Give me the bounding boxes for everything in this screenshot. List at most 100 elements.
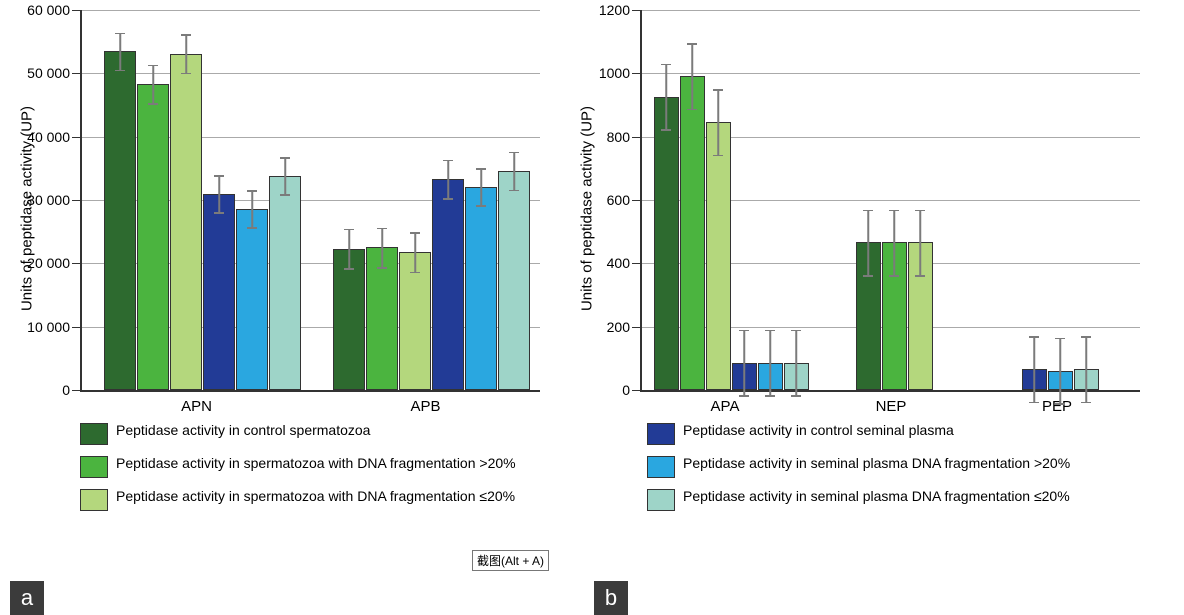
bar-plasma_gt20 bbox=[465, 187, 497, 390]
error-cap bbox=[915, 210, 925, 212]
y-tick-label: 1000 bbox=[599, 65, 630, 81]
y-tick bbox=[72, 10, 80, 11]
x-tick-label: PEP bbox=[1042, 398, 1072, 415]
bar-sperm_le20 bbox=[908, 242, 933, 390]
error-cap bbox=[863, 210, 873, 212]
legend-swatch bbox=[80, 489, 108, 511]
error-cap bbox=[247, 227, 257, 229]
legend: Peptidase activity in control spermatozo… bbox=[80, 422, 1174, 511]
bar-ctrl_sperm bbox=[104, 51, 136, 390]
error-cap bbox=[863, 275, 873, 277]
y-tick-label: 20 000 bbox=[27, 255, 70, 271]
legend-label: Peptidase activity in control spermatozo… bbox=[116, 422, 370, 440]
error-cap bbox=[889, 275, 899, 277]
plot-area-b: Units of peptidase activity (UP) 0200400… bbox=[640, 10, 1140, 392]
y-tick-label: 400 bbox=[607, 255, 630, 271]
legend-swatch bbox=[647, 456, 675, 478]
legend-item: Peptidase activity in spermatozoa with D… bbox=[80, 488, 607, 511]
error-bar bbox=[665, 64, 667, 131]
error-bar bbox=[284, 158, 286, 196]
legend-swatch bbox=[80, 423, 108, 445]
error-cap bbox=[1055, 403, 1065, 405]
error-bar bbox=[1085, 337, 1087, 404]
error-bar bbox=[447, 160, 449, 199]
y-tick bbox=[632, 200, 640, 201]
error-cap bbox=[476, 168, 486, 170]
error-cap bbox=[214, 175, 224, 177]
error-cap bbox=[148, 65, 158, 67]
bar-sperm_gt20 bbox=[366, 247, 398, 390]
error-bar bbox=[893, 210, 895, 277]
y-tick bbox=[72, 137, 80, 138]
bar-ctrl_plasma bbox=[732, 363, 757, 390]
y-tick-label: 0 bbox=[622, 382, 630, 398]
legend-swatch bbox=[647, 423, 675, 445]
y-tick-label: 50 000 bbox=[27, 65, 70, 81]
error-bar bbox=[795, 330, 797, 397]
bar-plasma_gt20 bbox=[1048, 371, 1073, 390]
legend-item: Peptidase activity in control seminal pl… bbox=[647, 422, 1174, 445]
error-cap bbox=[1029, 402, 1039, 404]
error-cap bbox=[1081, 402, 1091, 404]
bar-group bbox=[1022, 369, 1099, 390]
x-tick-label: APA bbox=[711, 398, 740, 415]
y-tick-label: 10 000 bbox=[27, 319, 70, 335]
bar-ctrl_sperm bbox=[654, 97, 679, 390]
y-tick bbox=[632, 263, 640, 264]
y-tick-label: 30 000 bbox=[27, 192, 70, 208]
error-cap bbox=[181, 34, 191, 36]
bar-plasma_gt20 bbox=[758, 363, 783, 390]
error-cap bbox=[377, 228, 387, 230]
error-bar bbox=[919, 210, 921, 277]
y-tick bbox=[72, 73, 80, 74]
bar-plasma_le20 bbox=[784, 363, 809, 390]
bar-group bbox=[856, 242, 933, 390]
y-tick bbox=[632, 390, 640, 391]
error-cap bbox=[214, 212, 224, 214]
bar-sperm_le20 bbox=[170, 54, 202, 390]
y-tick-label: 60 000 bbox=[27, 2, 70, 18]
y-tick bbox=[72, 327, 80, 328]
bar-ctrl_sperm bbox=[333, 249, 365, 390]
error-bar bbox=[251, 191, 253, 229]
error-cap bbox=[915, 275, 925, 277]
error-cap bbox=[476, 205, 486, 207]
plot-area-a: Units of peptidase activity (UP) 010 000… bbox=[80, 10, 540, 392]
error-bar bbox=[769, 330, 771, 397]
error-cap bbox=[739, 395, 749, 397]
y-tick-label: 40 000 bbox=[27, 129, 70, 145]
error-bar bbox=[1033, 337, 1035, 404]
error-cap bbox=[1081, 336, 1091, 338]
bar-ctrl_plasma bbox=[432, 179, 464, 390]
error-bar bbox=[381, 228, 383, 269]
legend-swatch bbox=[80, 456, 108, 478]
error-cap bbox=[280, 194, 290, 196]
bar-plasma_le20 bbox=[1074, 369, 1099, 390]
legend-item: Peptidase activity in seminal plasma DNA… bbox=[647, 455, 1174, 478]
error-cap bbox=[344, 268, 354, 270]
bar-plasma_le20 bbox=[269, 176, 301, 390]
legend-swatch bbox=[647, 489, 675, 511]
error-bar bbox=[513, 152, 515, 191]
error-cap bbox=[765, 330, 775, 332]
bar-plasma_le20 bbox=[498, 171, 530, 390]
bar-plasma_gt20 bbox=[236, 209, 268, 390]
error-cap bbox=[443, 160, 453, 162]
legend-label: Peptidase activity in spermatozoa with D… bbox=[116, 488, 515, 506]
bar-group bbox=[654, 76, 809, 390]
x-tick-label: APB bbox=[410, 398, 440, 415]
bar-sperm_gt20 bbox=[680, 76, 705, 390]
bar-sperm_gt20 bbox=[882, 242, 907, 390]
y-tick-label: 0 bbox=[62, 382, 70, 398]
y-axis-label-b: Units of peptidase activity (UP) bbox=[579, 106, 596, 311]
figure: Units of peptidase activity (UP) 0 10 000… bbox=[10, 10, 1174, 511]
error-bar bbox=[867, 210, 869, 277]
legend-item: Peptidase activity in control spermatozo… bbox=[80, 422, 607, 445]
bar-ctrl_sperm bbox=[856, 242, 881, 390]
y-tick bbox=[72, 263, 80, 264]
error-cap bbox=[765, 395, 775, 397]
charts-row: Units of peptidase activity (UP) 010 000… bbox=[10, 10, 1174, 392]
y-tick-label: 800 bbox=[607, 129, 630, 145]
error-cap bbox=[115, 33, 125, 35]
error-cap bbox=[377, 267, 387, 269]
